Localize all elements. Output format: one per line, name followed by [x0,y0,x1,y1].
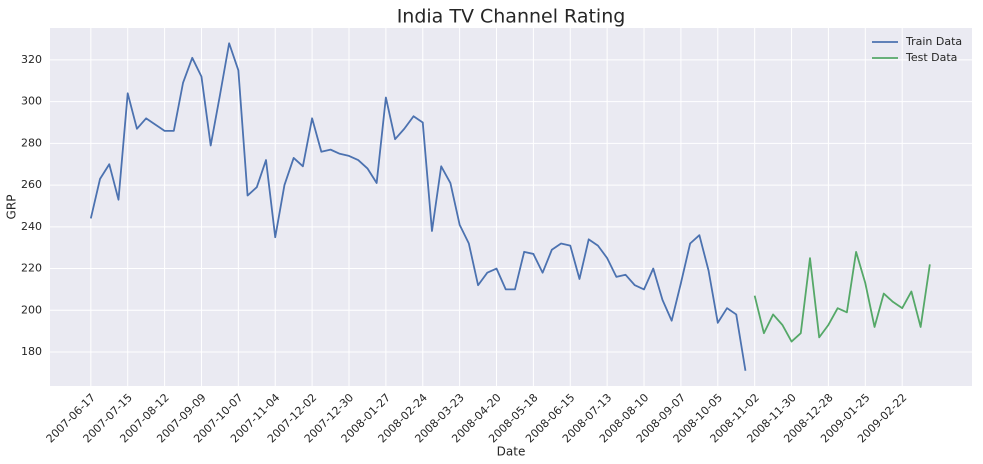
legend-label: Train Data [905,35,962,48]
legend-label: Test Data [905,51,957,64]
series-line [753,250,931,343]
series-line [89,42,747,371]
y-axis-label: GRP [5,195,19,220]
lines [89,42,931,371]
y-tick-label: 280 [21,136,42,149]
y-tick-label: 220 [21,262,42,275]
y-tick-label: 240 [21,220,42,233]
y-tick-label: 200 [21,303,42,316]
y-tick-label: 320 [21,53,42,66]
chart-title: India TV Channel Rating [397,6,626,28]
legend: Train Data Test Data [872,35,962,64]
y-tick-label: 300 [21,95,42,108]
y-tick-label: 260 [21,178,42,191]
y-tick-label: 180 [21,345,42,358]
plot-area [50,28,972,386]
x-axis-label: Date [497,445,526,459]
